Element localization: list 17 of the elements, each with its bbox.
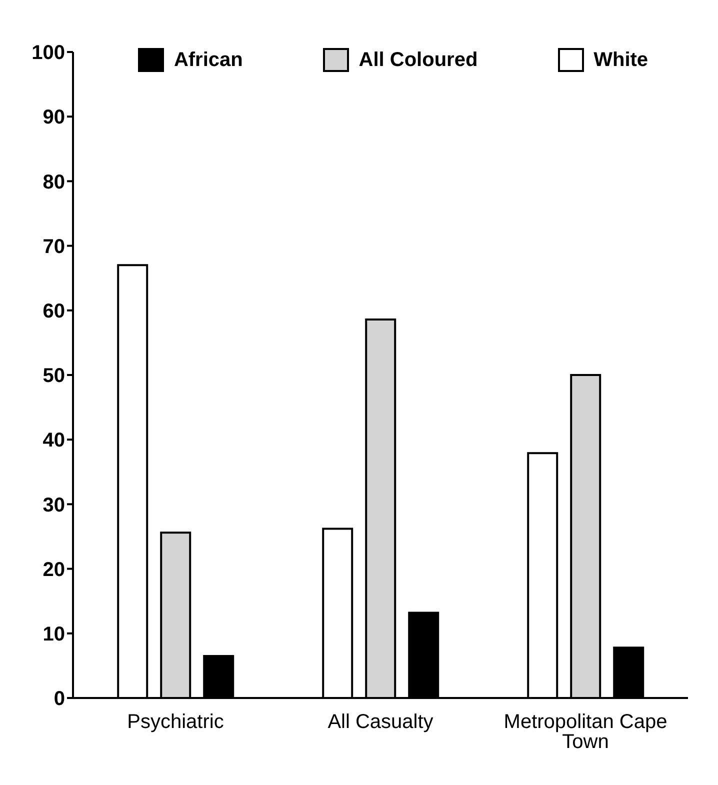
x-tick-label: Metropolitan Cape Town [504,711,668,754]
legend-label: African [172,48,243,72]
y-tick-label: 20 [42,558,65,581]
legend-label: White [592,48,648,72]
x-tick-label: Psychiatric [127,711,224,734]
y-tick-label: 70 [42,236,65,258]
y-tick-label: 90 [42,106,65,129]
y-tick-label: 80 [42,171,65,194]
legend-label: All Coloured [358,48,478,72]
y-tick-label: 30 [42,494,65,516]
y-tick-label: 60 [42,300,65,322]
y-tick-label: 10 [42,624,65,646]
x-tick-label: All Casualty [328,711,434,734]
y-tick-label: 40 [42,430,65,452]
y-tick-label: 0 [54,688,65,710]
y-tick-label: 50 [42,365,65,388]
y-tick-label: 100 [32,42,65,64]
